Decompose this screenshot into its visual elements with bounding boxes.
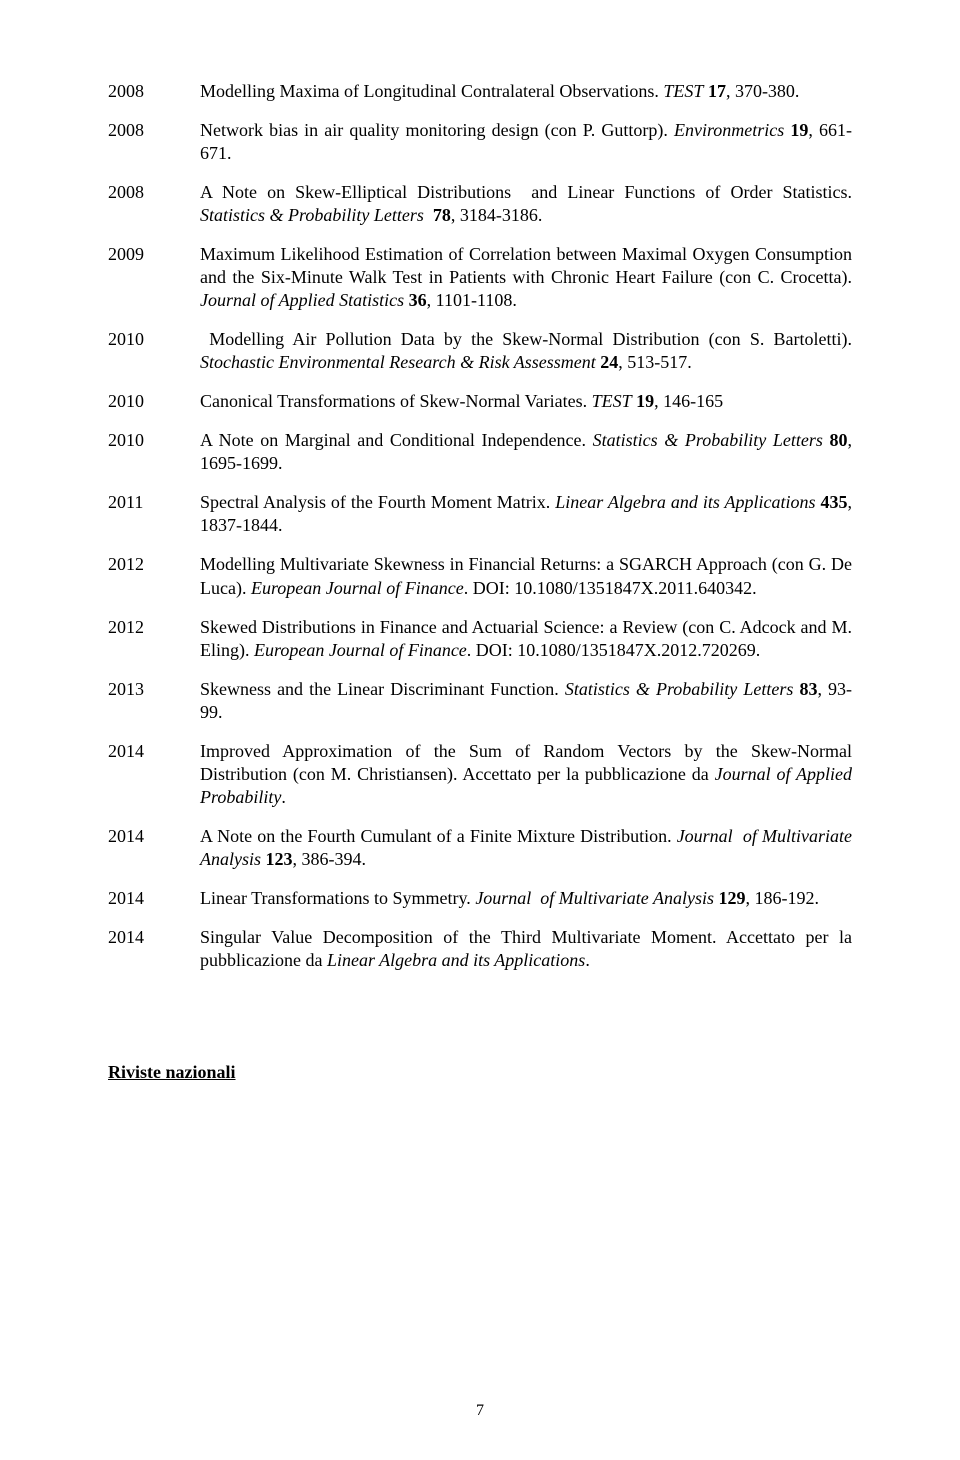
publication-text: Improved Approximation of the Sum of Ran…	[200, 740, 852, 809]
publication-entry: 2010 Modelling Air Pollution Data by the…	[108, 328, 852, 374]
publication-entry: 2010Canonical Transformations of Skew-No…	[108, 390, 852, 413]
publication-entry: 2009Maximum Likelihood Estimation of Cor…	[108, 243, 852, 312]
publication-year: 2014	[108, 825, 200, 871]
publication-list: 2008Modelling Maxima of Longitudinal Con…	[108, 80, 852, 972]
publication-entry: 2012Skewed Distributions in Finance and …	[108, 616, 852, 662]
publication-year: 2010	[108, 328, 200, 374]
publication-entry: 2008Network bias in air quality monitori…	[108, 119, 852, 165]
publication-text: A Note on Skew-Elliptical Distributions …	[200, 181, 852, 227]
publication-year: 2011	[108, 491, 200, 537]
publication-year: 2013	[108, 678, 200, 724]
publication-year: 2012	[108, 616, 200, 662]
publication-entry: 2010A Note on Marginal and Conditional I…	[108, 429, 852, 475]
publication-year: 2010	[108, 390, 200, 413]
publication-year: 2008	[108, 80, 200, 103]
publication-text: Singular Value Decomposition of the Thir…	[200, 926, 852, 972]
publication-text: A Note on Marginal and Conditional Indep…	[200, 429, 852, 475]
publication-year: 2009	[108, 243, 200, 312]
publication-entry: 2014Singular Value Decomposition of the …	[108, 926, 852, 972]
publication-entry: 2013Skewness and the Linear Discriminant…	[108, 678, 852, 724]
publication-entry: 2008A Note on Skew-Elliptical Distributi…	[108, 181, 852, 227]
publication-text: Network bias in air quality monitoring d…	[200, 119, 852, 165]
publication-year: 2014	[108, 887, 200, 910]
publication-text: Linear Transformations to Symmetry. Jour…	[200, 887, 852, 910]
publication-entry: 2011Spectral Analysis of the Fourth Mome…	[108, 491, 852, 537]
publication-year: 2012	[108, 553, 200, 599]
publication-entry: 2012Modelling Multivariate Skewness in F…	[108, 553, 852, 599]
publication-text: Modelling Multivariate Skewness in Finan…	[200, 553, 852, 599]
publication-text: A Note on the Fourth Cumulant of a Finit…	[200, 825, 852, 871]
publication-year: 2008	[108, 119, 200, 165]
publication-year: 2008	[108, 181, 200, 227]
publication-text: Maximum Likelihood Estimation of Correla…	[200, 243, 852, 312]
publication-entry: 2014Improved Approximation of the Sum of…	[108, 740, 852, 809]
page-number: 7	[0, 1402, 960, 1420]
publication-text: Spectral Analysis of the Fourth Moment M…	[200, 491, 852, 537]
publication-text: Skewed Distributions in Finance and Actu…	[200, 616, 852, 662]
publication-text: Skewness and the Linear Discriminant Fun…	[200, 678, 852, 724]
publication-year: 2010	[108, 429, 200, 475]
document-page: 2008Modelling Maxima of Longitudinal Con…	[0, 0, 960, 1460]
publication-entry: 2014A Note on the Fourth Cumulant of a F…	[108, 825, 852, 871]
section-heading: Riviste nazionali	[108, 1062, 852, 1083]
publication-entry: 2014Linear Transformations to Symmetry. …	[108, 887, 852, 910]
publication-year: 2014	[108, 926, 200, 972]
publication-year: 2014	[108, 740, 200, 809]
publication-text: Canonical Transformations of Skew-Normal…	[200, 390, 852, 413]
publication-text: Modelling Maxima of Longitudinal Contral…	[200, 80, 852, 103]
publication-text: Modelling Air Pollution Data by the Skew…	[200, 328, 852, 374]
publication-entry: 2008Modelling Maxima of Longitudinal Con…	[108, 80, 852, 103]
